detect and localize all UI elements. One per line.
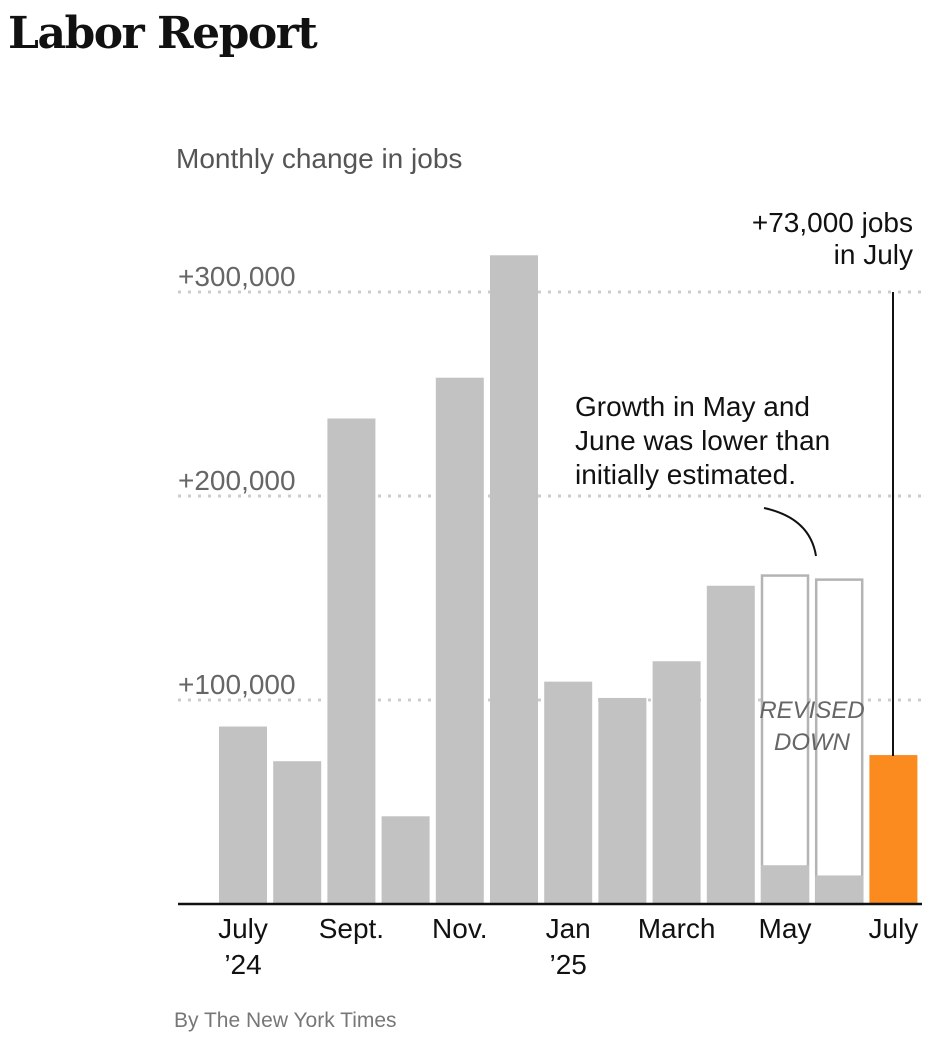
x-tick-label-2-line-1: Sept. <box>319 913 384 944</box>
chart-subtitle: Monthly change in jobs <box>176 143 462 174</box>
initial-estimate-outline-11 <box>760 574 810 906</box>
bar-7 <box>544 681 593 904</box>
revision-annotation-line-3: initially estimated. <box>575 459 796 490</box>
latest-annotation-line-2: in July <box>834 239 913 270</box>
bar-8 <box>598 697 647 904</box>
revision-annotation-line-1: Growth in May and <box>575 391 810 422</box>
revision-annotation-line-2: June was lower than <box>575 425 830 456</box>
x-tick-label-1-line-2: ’24 <box>224 949 261 980</box>
revised-label-line-2: DOWN <box>774 729 851 756</box>
x-tick-label-3-line-1: Nov. <box>432 913 488 944</box>
y-tick-labels: +100,000 +200,000 +300,000 <box>178 261 296 700</box>
x-tick-label-5-line-1: March <box>638 913 716 944</box>
bar-5 <box>435 377 484 904</box>
bar-9 <box>652 661 701 904</box>
x-tick-label-4-line-2: ’25 <box>550 949 587 980</box>
bar-12 <box>815 875 864 904</box>
bar-4 <box>381 816 430 904</box>
bars <box>219 255 918 904</box>
bar-10 <box>706 585 755 904</box>
x-tick-label-6-line-1: May <box>759 913 812 944</box>
y-tick-label-2: +200,000 <box>178 465 296 496</box>
bar-2 <box>273 761 322 904</box>
x-tick-labels: July ’24 Sept. Nov. Jan ’25 March May July <box>218 913 918 980</box>
latest-annotation-line-1: +73,000 jobs <box>752 207 913 238</box>
bar-11 <box>761 865 809 904</box>
bar-1 <box>219 726 267 904</box>
revised-label-line-1: REVISED <box>759 697 864 724</box>
bar-3 <box>327 418 376 904</box>
x-tick-label-7-line-1: July <box>869 913 919 944</box>
grid-layer <box>178 290 922 702</box>
revision-annotation-arc <box>763 507 817 557</box>
bar-6 <box>490 255 538 904</box>
y-tick-label-1: +100,000 <box>178 669 296 700</box>
y-tick-label-3: +300,000 <box>178 261 296 292</box>
bar-13 <box>869 755 918 904</box>
x-tick-label-1-line-1: July <box>218 913 268 944</box>
x-tick-label-4-line-1: Jan <box>546 913 591 944</box>
headline: Labor Report <box>8 8 318 59</box>
byline: By The New York Times <box>174 1009 397 1032</box>
